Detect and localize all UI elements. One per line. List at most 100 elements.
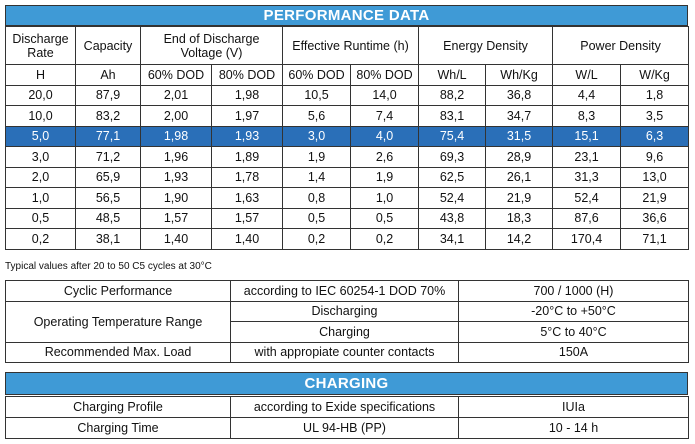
table-cell: 69,3 (418, 146, 487, 168)
table-cell: 1,4 (282, 166, 352, 188)
table-row: 20,0 87,9 2,01 1,98 10,5 14,0 88,2 36,8 4,4 1,8 (5, 84, 690, 106)
time-label: Charging Time (5, 417, 231, 439)
table-cell: 34,7 (485, 105, 554, 127)
table-cell: 170,4 (552, 228, 622, 250)
table-cell: 77,1 (75, 125, 141, 147)
table-cell: 3,0 (282, 125, 352, 147)
table-cell: 23,1 (552, 146, 622, 168)
profile-label: Charging Profile (5, 396, 231, 418)
table-cell: 0,5 (350, 207, 420, 229)
table-row: 0,5 48,5 1,57 1,57 0,5 0,5 43,8 18,3 87,6 36,6 (5, 207, 690, 229)
cyclic-standard: according to IEC 60254-1 DOD 70% (230, 280, 459, 302)
table-cell: 1,93 (210, 125, 284, 147)
table-cell: 0,5 (5, 207, 76, 229)
table-cell: 3,0 (5, 146, 76, 168)
unit-cell: Wh/Kg (485, 64, 554, 86)
table-cell: 83,2 (75, 105, 141, 127)
table-cell: 5,6 (282, 105, 352, 127)
table-cell: 31,3 (552, 166, 622, 188)
table-cell: 1,97 (210, 105, 284, 127)
unit-cell: 80% DOD (210, 64, 284, 86)
header-capacity: Capacity (75, 26, 141, 65)
charging-time-row: Charging Time UL 94-HB (PP) 10 - 14 h (5, 417, 689, 439)
table-cell: 18,3 (485, 207, 554, 229)
table-cell: 36,6 (620, 207, 690, 229)
table-cell: 2,01 (140, 84, 212, 106)
table-cell: 3,5 (620, 105, 690, 127)
table-cell: 28,9 (485, 146, 554, 168)
table-cell: 1,40 (140, 228, 212, 250)
table-cell: 88,2 (418, 84, 487, 106)
performance-table: Discharge Rate Capacity End of Discharge… (5, 26, 690, 250)
unit-cell: W/L (552, 64, 622, 86)
performance-title: PERFORMANCE DATA (5, 5, 688, 26)
table-cell: 52,4 (418, 187, 487, 209)
table-cell: 15,1 (552, 125, 622, 147)
time-value: 10 - 14 h (458, 417, 689, 439)
table-row: 5,0 77,1 1,98 1,93 3,0 4,0 75,4 31,5 15,1 6,3 (5, 125, 690, 147)
header-discharge-rate: Discharge Rate (5, 26, 76, 65)
table-cell: 20,0 (5, 84, 76, 106)
table-cell: 0,8 (282, 187, 352, 209)
cyclic-row: Cyclic Performance according to IEC 6025… (5, 280, 689, 302)
table-cell: 1,57 (140, 207, 212, 229)
table-cell: 2,00 (140, 105, 212, 127)
header-end-voltage: End of Discharge Voltage (V) (139, 26, 284, 65)
table-cell: 1,40 (210, 228, 284, 250)
table-cell: 48,5 (75, 207, 141, 229)
table-row: 0,2 38,1 1,40 1,40 0,2 0,2 34,1 14,2 170,4 71,1 (5, 228, 690, 250)
table-cell: 7,4 (350, 105, 420, 127)
load-row: Recommended Max. Load with appropiate co… (5, 341, 689, 363)
unit-cell: Wh/L (418, 64, 487, 86)
cyclic-table: Cyclic Performance according to IEC 6025… (5, 280, 689, 363)
profile-value: IUIa (458, 396, 689, 418)
table-cell: 71,2 (75, 146, 141, 168)
table-row: 10,0 83,2 2,00 1,97 5,6 7,4 83,1 34,7 8,3 3,5 (5, 105, 690, 127)
table-cell: 4,4 (552, 84, 622, 106)
table-cell: 1,63 (210, 187, 284, 209)
table-cell: 5,0 (5, 125, 76, 147)
unit-cell: 60% DOD (282, 64, 352, 86)
table-cell: 1,9 (282, 146, 352, 168)
table-cell: 1,8 (620, 84, 690, 106)
table-cell: 87,6 (552, 207, 622, 229)
unit-cell: 80% DOD (350, 64, 420, 86)
header-energy-density: Energy Density (418, 26, 554, 65)
unit-cell: W/Kg (620, 64, 690, 86)
table-cell: 1,96 (140, 146, 212, 168)
table-cell: 14,2 (485, 228, 554, 250)
table-row: 1,0 56,5 1,90 1,63 0,8 1,0 52,4 21,9 52,4 21,9 (5, 187, 690, 209)
table-cell: 1,57 (210, 207, 284, 229)
table-cell: 36,8 (485, 84, 554, 106)
cyclic-label: Cyclic Performance (5, 280, 231, 302)
unit-cell: H (5, 64, 76, 86)
table-cell: 75,4 (418, 125, 487, 147)
table-cell: 34,1 (418, 228, 487, 250)
table-row: 2,0 65,9 1,93 1,78 1,4 1,9 62,5 26,1 31,3 13,0 (5, 166, 690, 188)
discharging-label: Discharging (230, 300, 459, 322)
table-cell: 2,0 (5, 166, 76, 188)
table-row: 3,0 71,2 1,96 1,89 1,9 2,6 69,3 28,9 23,1 9,6 (5, 146, 690, 168)
charging-table: Charging Profile according to Exide spec… (5, 396, 689, 439)
table-cell: 87,9 (75, 84, 141, 106)
table-cell: 1,98 (210, 84, 284, 106)
table-cell: 31,5 (485, 125, 554, 147)
table-cell: 43,8 (418, 207, 487, 229)
temp-label: Operating Temperature Range (5, 300, 231, 343)
load-label: Recommended Max. Load (5, 341, 231, 363)
charging-value: 5°C to 40°C (458, 321, 689, 343)
table-cell: 10,5 (282, 84, 352, 106)
charging-label: Charging (230, 321, 459, 343)
cyclic-value: 700 / 1000 (H) (458, 280, 689, 302)
table-cell: 65,9 (75, 166, 141, 188)
table-cell: 14,0 (350, 84, 420, 106)
table-cell: 62,5 (418, 166, 487, 188)
table-cell: 21,9 (620, 187, 690, 209)
table-cell: 0,2 (282, 228, 352, 250)
table-cell: 1,0 (5, 187, 76, 209)
table-cell: 2,6 (350, 146, 420, 168)
table-cell: 0,2 (5, 228, 76, 250)
table-cell: 0,2 (350, 228, 420, 250)
table-cell: 56,5 (75, 187, 141, 209)
table-cell: 1,98 (140, 125, 212, 147)
